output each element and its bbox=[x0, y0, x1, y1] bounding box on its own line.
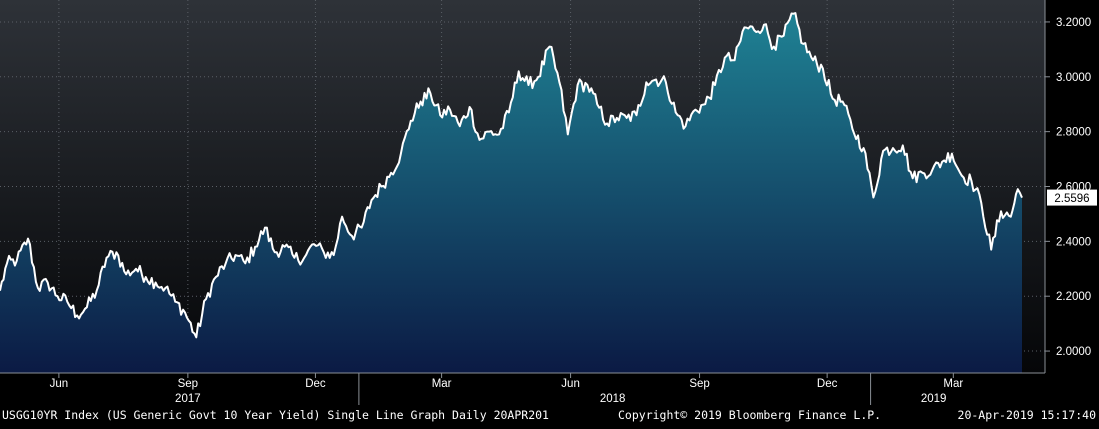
y-tick-label: 2.2000 bbox=[1056, 291, 1091, 303]
x-tick-label: Mar bbox=[432, 378, 452, 390]
series-area-fill bbox=[0, 13, 1022, 373]
y-tick-label: 3.2000 bbox=[1056, 17, 1091, 29]
footer-left: USGG10YR Index (US Generic Govt 10 Year … bbox=[2, 408, 549, 422]
y-tick-label: 2.0000 bbox=[1056, 346, 1091, 358]
series-line bbox=[0, 12, 1023, 339]
footer-center: Copyright© 2019 Bloomberg Finance L.P. bbox=[618, 408, 881, 422]
x-tick-label: Dec bbox=[817, 378, 838, 390]
x-tick-label: Sep bbox=[178, 378, 198, 390]
x-year-label: 2019 bbox=[921, 393, 947, 405]
footer-right: 20-Apr-2019 15:17:40 bbox=[958, 408, 1097, 422]
x-tick-label: Dec bbox=[305, 378, 326, 390]
last-value-marker: 2.5596 bbox=[1047, 189, 1097, 206]
y-axis: 2.00002.20002.40002.60002.80003.00003.20… bbox=[1045, 17, 1091, 358]
y-tick-label: 2.8000 bbox=[1056, 127, 1091, 139]
last-value-label: 2.5596 bbox=[1054, 193, 1089, 205]
x-axis: Jun Sep Dec Mar Jun Sep Dec Mar 2017 2018 2019 bbox=[50, 373, 963, 405]
last-value-box bbox=[1047, 189, 1097, 206]
x-tick-label: Mar bbox=[943, 378, 963, 390]
x-year-label: 2018 bbox=[600, 393, 626, 405]
x-year-label: 2017 bbox=[175, 393, 201, 405]
x-tick-label: Sep bbox=[689, 378, 709, 390]
y-tick-label: 3.0000 bbox=[1056, 72, 1091, 84]
x-tick-label: Jun bbox=[50, 378, 69, 390]
y-tick-label: 2.4000 bbox=[1056, 236, 1091, 248]
x-tick-label: Jun bbox=[561, 378, 580, 390]
